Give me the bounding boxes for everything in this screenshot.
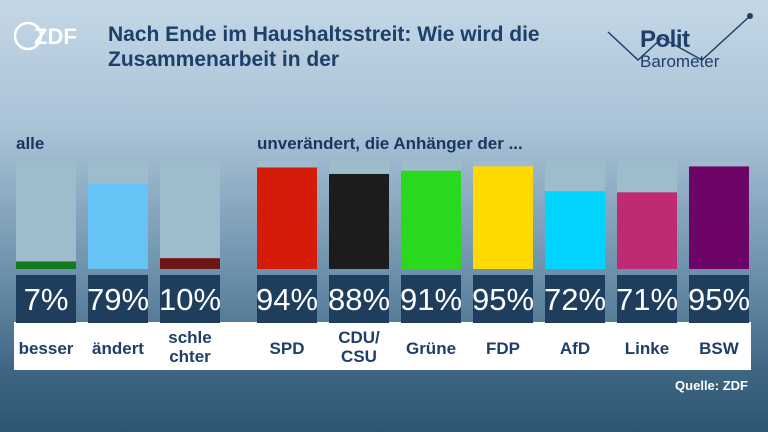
category-label: CSU [341, 347, 377, 366]
value-label: 88% [328, 282, 390, 317]
bar [401, 170, 461, 269]
brand-line2: Barometer [640, 52, 720, 71]
category-label: AfD [560, 339, 590, 358]
value-label: 91% [400, 282, 462, 317]
category-label: SPD [270, 339, 305, 358]
bar [545, 191, 605, 269]
bar [473, 166, 533, 269]
value-box [689, 275, 749, 323]
value-box [160, 275, 220, 323]
bar [329, 173, 389, 269]
bar [160, 258, 220, 269]
bar-track [160, 161, 220, 269]
section-label-all: alle [16, 134, 45, 153]
value-label: 95% [688, 282, 750, 317]
category-label: Linke [625, 339, 669, 358]
source-note: Quelle: ZDF [675, 378, 748, 393]
category-label: BSW [699, 339, 740, 358]
value-box [545, 275, 605, 323]
value-label: 7% [24, 282, 69, 317]
value-box [329, 275, 389, 323]
value-label: 10% [159, 282, 221, 317]
bar [257, 167, 317, 269]
value-box [401, 275, 461, 323]
value-box [16, 275, 76, 323]
chart-title: Nach Ende im Haushaltsstreit: Wie wird d… [108, 23, 540, 71]
bar [617, 192, 677, 269]
brand-line1: Polit [640, 26, 690, 53]
category-label: schle [168, 328, 211, 347]
category-label: besser [19, 339, 74, 358]
value-box [88, 275, 148, 323]
bar [16, 261, 76, 269]
bar [88, 183, 148, 269]
svg-text:ZDF: ZDF [34, 24, 77, 49]
value-label: 94% [256, 282, 318, 317]
category-label: chter [169, 347, 211, 366]
zdf-logo: ZDF [13, 18, 84, 54]
category-label-band [14, 322, 751, 370]
value-label: 79% [87, 282, 149, 317]
value-box [257, 275, 317, 323]
bar [689, 166, 749, 269]
zdf-logo-icon: ZDF [13, 21, 77, 51]
politbarometer-logo: Polit Barometer [600, 10, 760, 80]
zigzag-icon [607, 13, 753, 62]
value-box [617, 275, 677, 323]
value-label: 72% [544, 282, 606, 317]
value-box [473, 275, 533, 323]
value-label: 71% [616, 282, 678, 317]
category-label: ändert [92, 339, 144, 358]
value-label: 95% [472, 282, 534, 317]
category-label: CDU/ [338, 328, 380, 347]
section-label-parties: unverändert, die Anhänger der ... [257, 134, 523, 153]
category-label: Grüne [406, 339, 456, 358]
bar-track [16, 161, 76, 269]
category-label: FDP [486, 339, 520, 358]
